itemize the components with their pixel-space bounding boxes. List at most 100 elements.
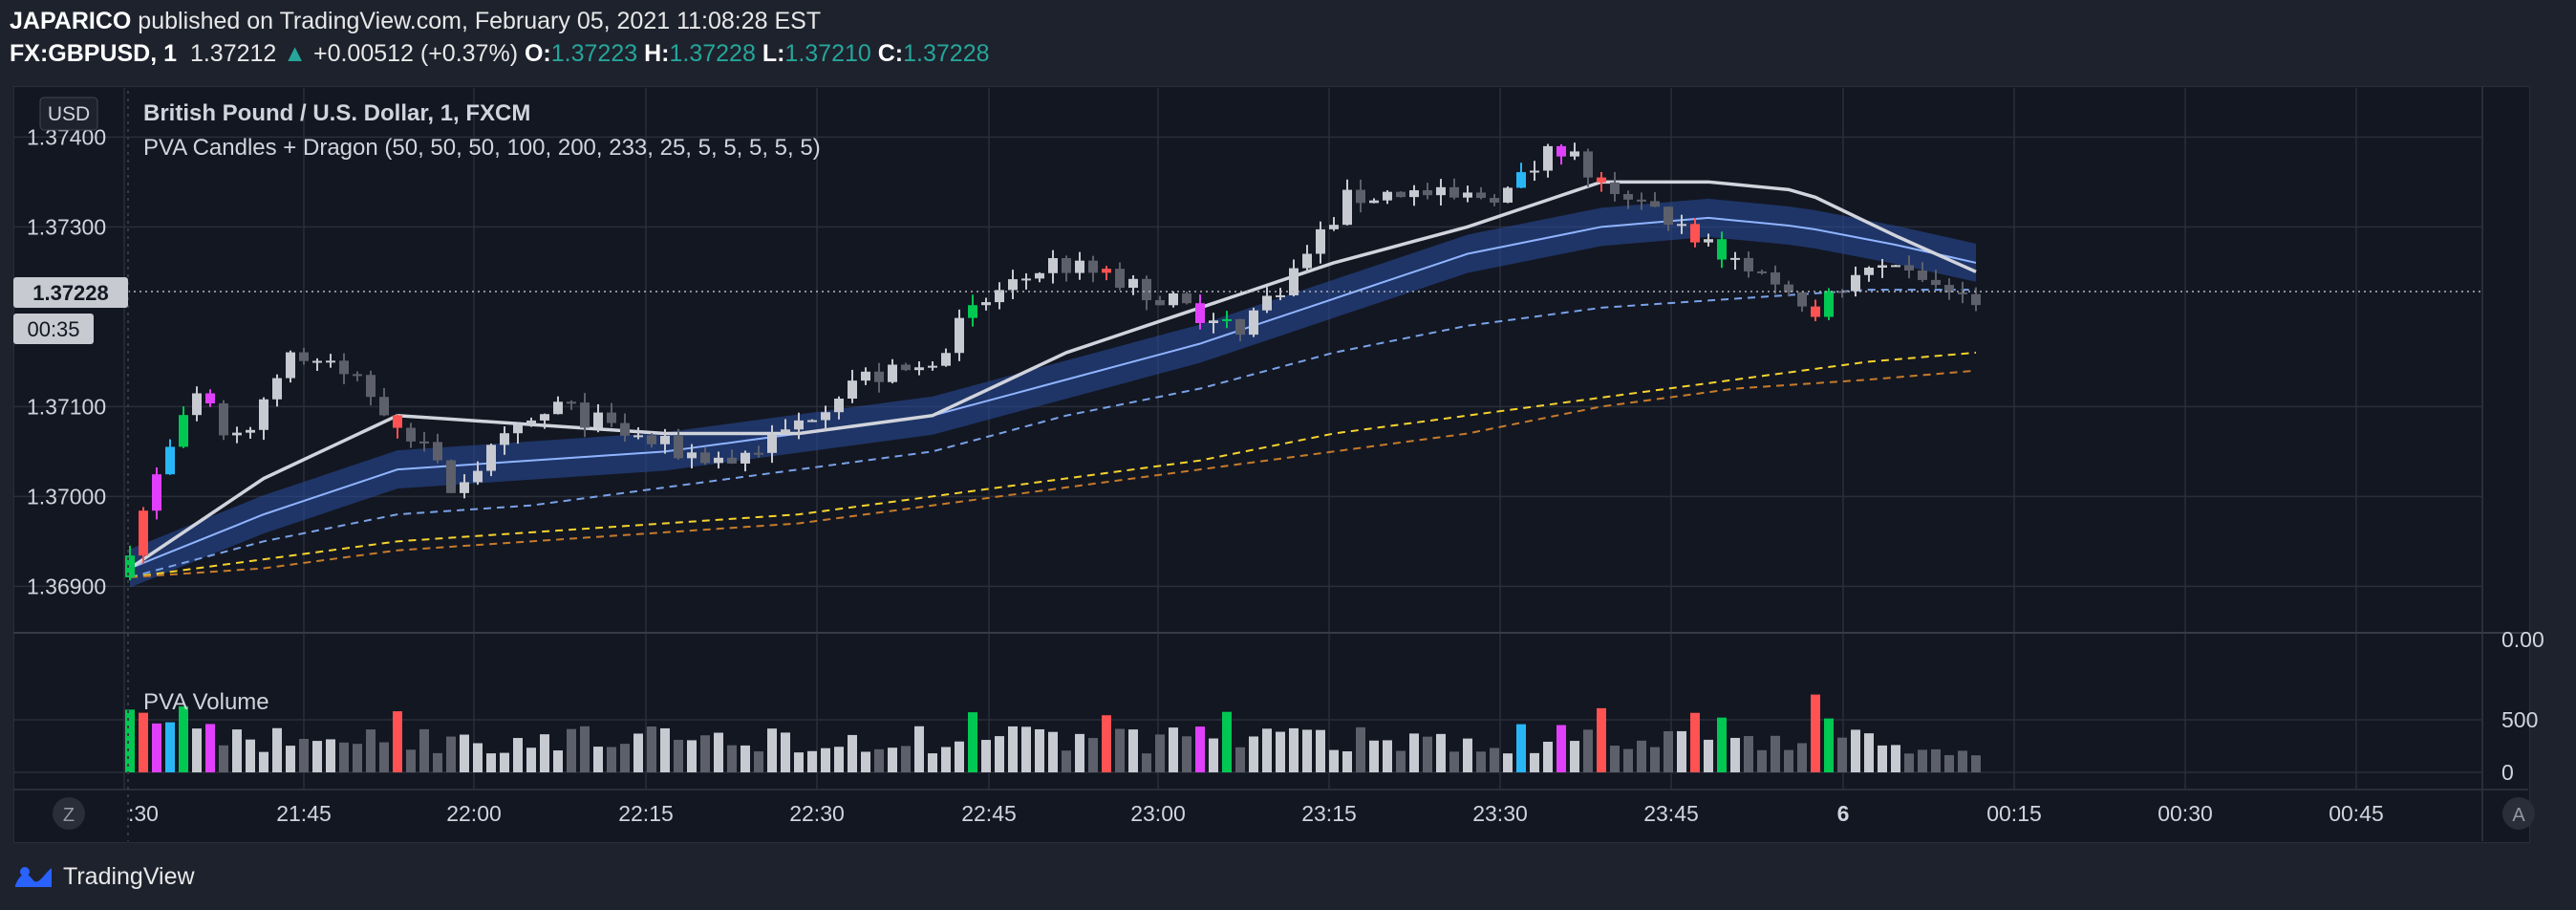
ema-orange [129,369,1977,578]
time-tick-label: 21:45 [276,801,332,826]
candle-body [674,436,683,459]
ema-dashed-blue [129,289,1976,578]
time-tick-label: 22:45 [961,801,1017,826]
candle-body [406,427,416,442]
volume-bar [914,726,924,772]
candle-body [1169,292,1178,306]
candle-body [433,442,442,461]
candle-body [179,415,188,447]
auto-scale-button[interactable] [2502,797,2535,830]
candle-body [1610,182,1620,194]
volume-bar [513,738,523,772]
volume-bar [674,739,683,772]
volume-bar [299,738,309,772]
volume-bar [1075,733,1084,772]
candle-body [633,435,643,438]
candle-body [1463,192,1472,198]
volume-bar [848,734,857,772]
volume-bar [1021,726,1031,772]
candle-body [1690,224,1700,243]
volume-bar [1931,748,1941,772]
publisher-name[interactable]: JAPARICO [10,8,132,34]
candle-body [901,364,911,371]
volume-bar [888,748,897,772]
volume-bar [1209,738,1218,772]
candle-body [914,367,924,371]
volume-bar [995,736,1004,772]
candle-body [1449,186,1459,198]
volume-indicator-label[interactable]: PVA Volume [143,689,269,715]
volume-bar [486,753,496,772]
candle-body [834,399,844,413]
candle-body [246,429,255,433]
volume-bar [1637,740,1646,772]
candle-body [1316,228,1325,254]
volume-bar [1102,715,1111,772]
time-tick-label: 23:45 [1643,801,1699,826]
time-tick-label: 22:30 [789,801,845,826]
volume-bar [1904,753,1914,772]
volume-bar [1329,749,1339,772]
price-tick-label: 1.37100 [27,394,106,419]
candle-body [1971,293,1981,306]
candle-body [781,429,790,435]
low-label: L: [762,40,785,67]
volume-bar [1958,750,1967,772]
indicator-label[interactable]: PVA Candles + Dragon (50, 50, 50, 100, 2… [143,135,821,161]
tradingview-brand[interactable]: TradingView [13,859,195,894]
candle-body [968,305,977,318]
time-tick-label: 23:00 [1130,801,1186,826]
volume-bars [125,694,1981,772]
candle-body [1556,145,1566,157]
volume-bar [1383,740,1392,772]
candle-body [1958,292,1967,294]
candle-body [1062,258,1071,273]
volume-bar [968,712,977,772]
candle-body [567,401,576,404]
candle-body [861,371,870,381]
volume-bar [1851,729,1860,772]
volume-bar [1062,750,1071,772]
moving-averages [129,180,1977,578]
volume-bar [741,745,750,772]
volume-bar [714,732,723,772]
z-button[interactable] [53,797,85,830]
price-tick-label: 1.36900 [27,574,106,598]
candle-body [955,317,964,354]
candle-body [1356,189,1365,204]
volume-bar [633,733,643,772]
volume-bar [981,740,991,772]
volume-bar [312,741,322,772]
volume-bar [1784,749,1793,772]
high-value: 1.37228 [669,40,756,67]
candle-body [1944,285,1954,292]
volume-bar [286,746,295,772]
brand-label: TradingView [63,862,195,890]
candle-body [1222,318,1232,321]
publish-info: published on TradingView.com, February 0… [138,8,822,34]
dragon-band-fill [130,198,1976,588]
volume-bar [1316,729,1325,772]
candle-body [888,364,897,382]
volume-bar [1597,707,1606,772]
volume-bar [1771,735,1780,772]
time-tick-label: 23:30 [1472,801,1528,826]
volume-bar [1664,730,1673,772]
candle-body [1623,193,1633,200]
candle-body [1597,177,1606,183]
volume-bar [1008,726,1018,772]
volume-bar [928,753,937,772]
volume-bar [1690,712,1700,772]
volume-bar [1730,737,1740,772]
volume-bar [1409,733,1419,772]
candle-body [848,380,857,400]
currency-button[interactable] [39,97,98,131]
volume-bar [139,712,148,772]
candle-body [1851,274,1860,292]
volume-bar [1262,728,1272,772]
volume-bar [246,739,255,772]
candle-body [1677,224,1686,227]
volume-bar [272,727,282,772]
candle-body [1035,272,1044,279]
